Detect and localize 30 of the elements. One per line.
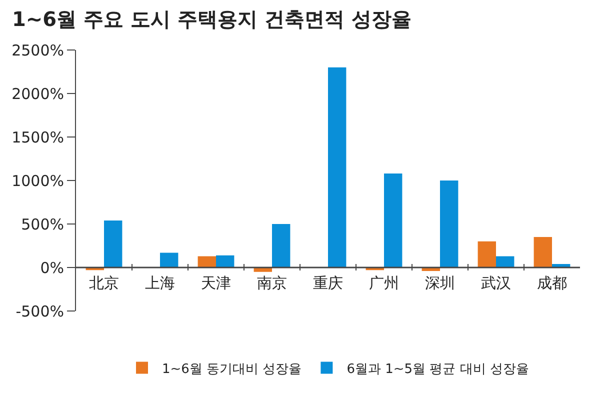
x-tick-label: 上海 xyxy=(145,274,175,292)
bar xyxy=(104,220,122,268)
x-tick-label: 天津 xyxy=(201,274,231,292)
x-tick-label: 深圳 xyxy=(425,274,455,292)
bar xyxy=(534,237,552,268)
x-tick-label: 成都 xyxy=(537,274,567,292)
y-tick-label: 2000% xyxy=(12,84,64,103)
bar xyxy=(198,256,216,268)
y-tick-label: 0% xyxy=(40,258,64,277)
bar xyxy=(478,241,496,268)
legend-label: 1~6월 동기대비 성장율 xyxy=(162,362,302,377)
y-tick-label: 1500% xyxy=(12,128,64,146)
bar xyxy=(440,180,458,268)
x-tick-label: 广州 xyxy=(369,274,399,292)
bar xyxy=(384,174,402,268)
y-tick-label: -500% xyxy=(16,302,64,320)
y-tick-label: 1000% xyxy=(12,172,64,190)
bar xyxy=(160,252,178,268)
y-tick-label: 500% xyxy=(21,215,64,234)
bar xyxy=(496,256,514,268)
bar xyxy=(216,255,234,268)
bar xyxy=(272,224,290,268)
x-tick-label: 重庆 xyxy=(313,274,343,292)
chart-title: 1~6월 주요 도시 주택용지 건축면적 성장율 xyxy=(12,6,412,31)
x-tick-label: 北京 xyxy=(89,274,119,292)
legend-label: 6월과 1~5월 평균 대비 성장율 xyxy=(346,362,529,377)
x-tick-label: 南京 xyxy=(257,274,287,292)
y-tick-label: 2500% xyxy=(12,41,64,60)
x-tick-label: 武汉 xyxy=(481,274,511,292)
bar xyxy=(328,67,346,268)
